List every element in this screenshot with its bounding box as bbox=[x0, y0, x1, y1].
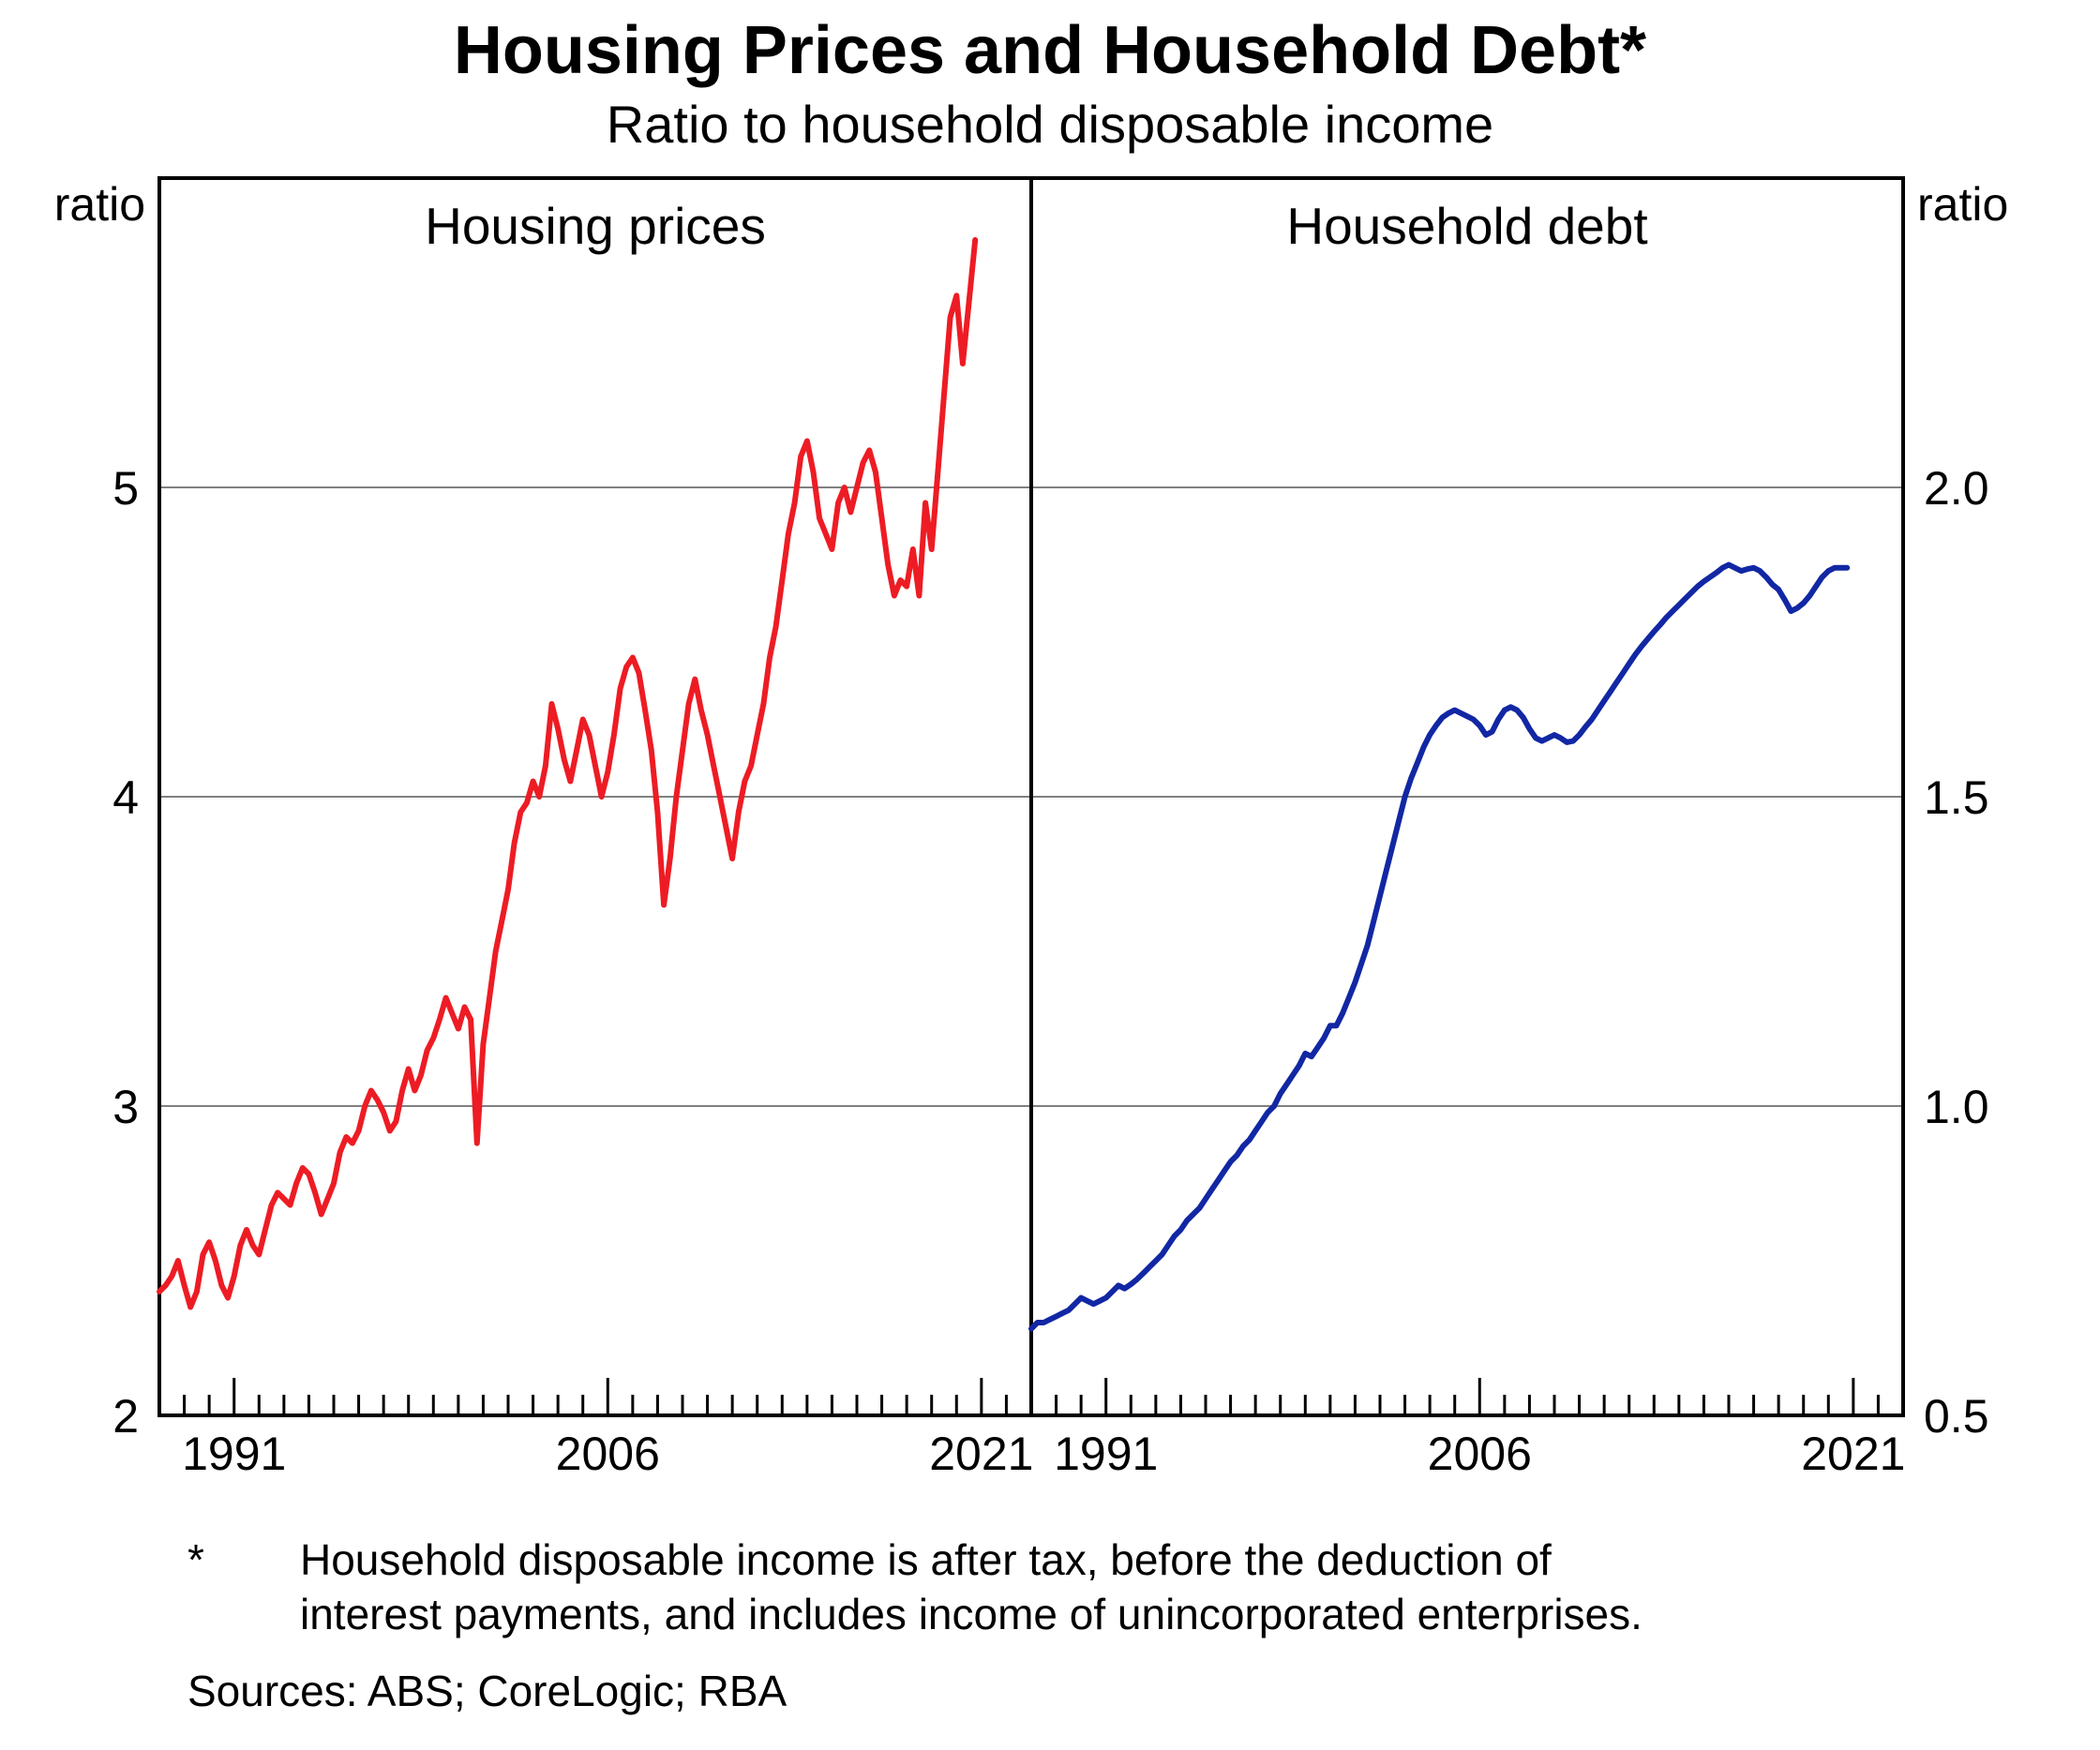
x-tick-label: 1991 bbox=[182, 1428, 286, 1480]
x-tick-label: 2021 bbox=[1801, 1428, 1905, 1480]
panel-title-left: Housing prices bbox=[425, 197, 766, 255]
y-tick-label-left: 4 bbox=[112, 771, 139, 824]
chart-title: Housing Prices and Household Debt* bbox=[454, 13, 1646, 88]
chart-svg: Housing Prices and Household Debt* Ratio … bbox=[0, 0, 2100, 1750]
x-tick-label: 2021 bbox=[929, 1428, 1033, 1480]
y-tick-label-right: 1.5 bbox=[1924, 771, 1989, 824]
series-household-debt bbox=[1031, 565, 1847, 1329]
footnote-line: Household disposable income is after tax… bbox=[300, 1535, 1552, 1584]
chart-subtitle: Ratio to household disposable income bbox=[607, 95, 1493, 154]
y-axis-label-right: ratio bbox=[1917, 178, 2008, 231]
y-axis-label-left: ratio bbox=[54, 178, 145, 231]
y-tick-label-right: 2.0 bbox=[1924, 462, 1989, 515]
sources-text: Sources: ABS; CoreLogic; RBA bbox=[188, 1667, 788, 1715]
y-tick-label-right: 0.5 bbox=[1924, 1390, 1989, 1443]
chart-root: Housing Prices and Household Debt* Ratio … bbox=[0, 0, 2100, 1750]
series-housing-prices bbox=[159, 240, 975, 1308]
x-tick-label: 1991 bbox=[1054, 1428, 1158, 1480]
y-tick-label-right: 1.0 bbox=[1924, 1081, 1989, 1133]
y-tick-label-left: 2 bbox=[112, 1390, 139, 1443]
x-tick-label: 2006 bbox=[556, 1428, 660, 1480]
y-tick-label-left: 5 bbox=[112, 462, 139, 515]
y-tick-label-left: 3 bbox=[112, 1081, 139, 1133]
footnote-line: interest payments, and includes income o… bbox=[300, 1590, 1642, 1638]
x-tick-label: 2006 bbox=[1428, 1428, 1532, 1480]
footnote-marker: * bbox=[188, 1535, 204, 1584]
panel-title-right: Household debt bbox=[1286, 197, 1647, 255]
